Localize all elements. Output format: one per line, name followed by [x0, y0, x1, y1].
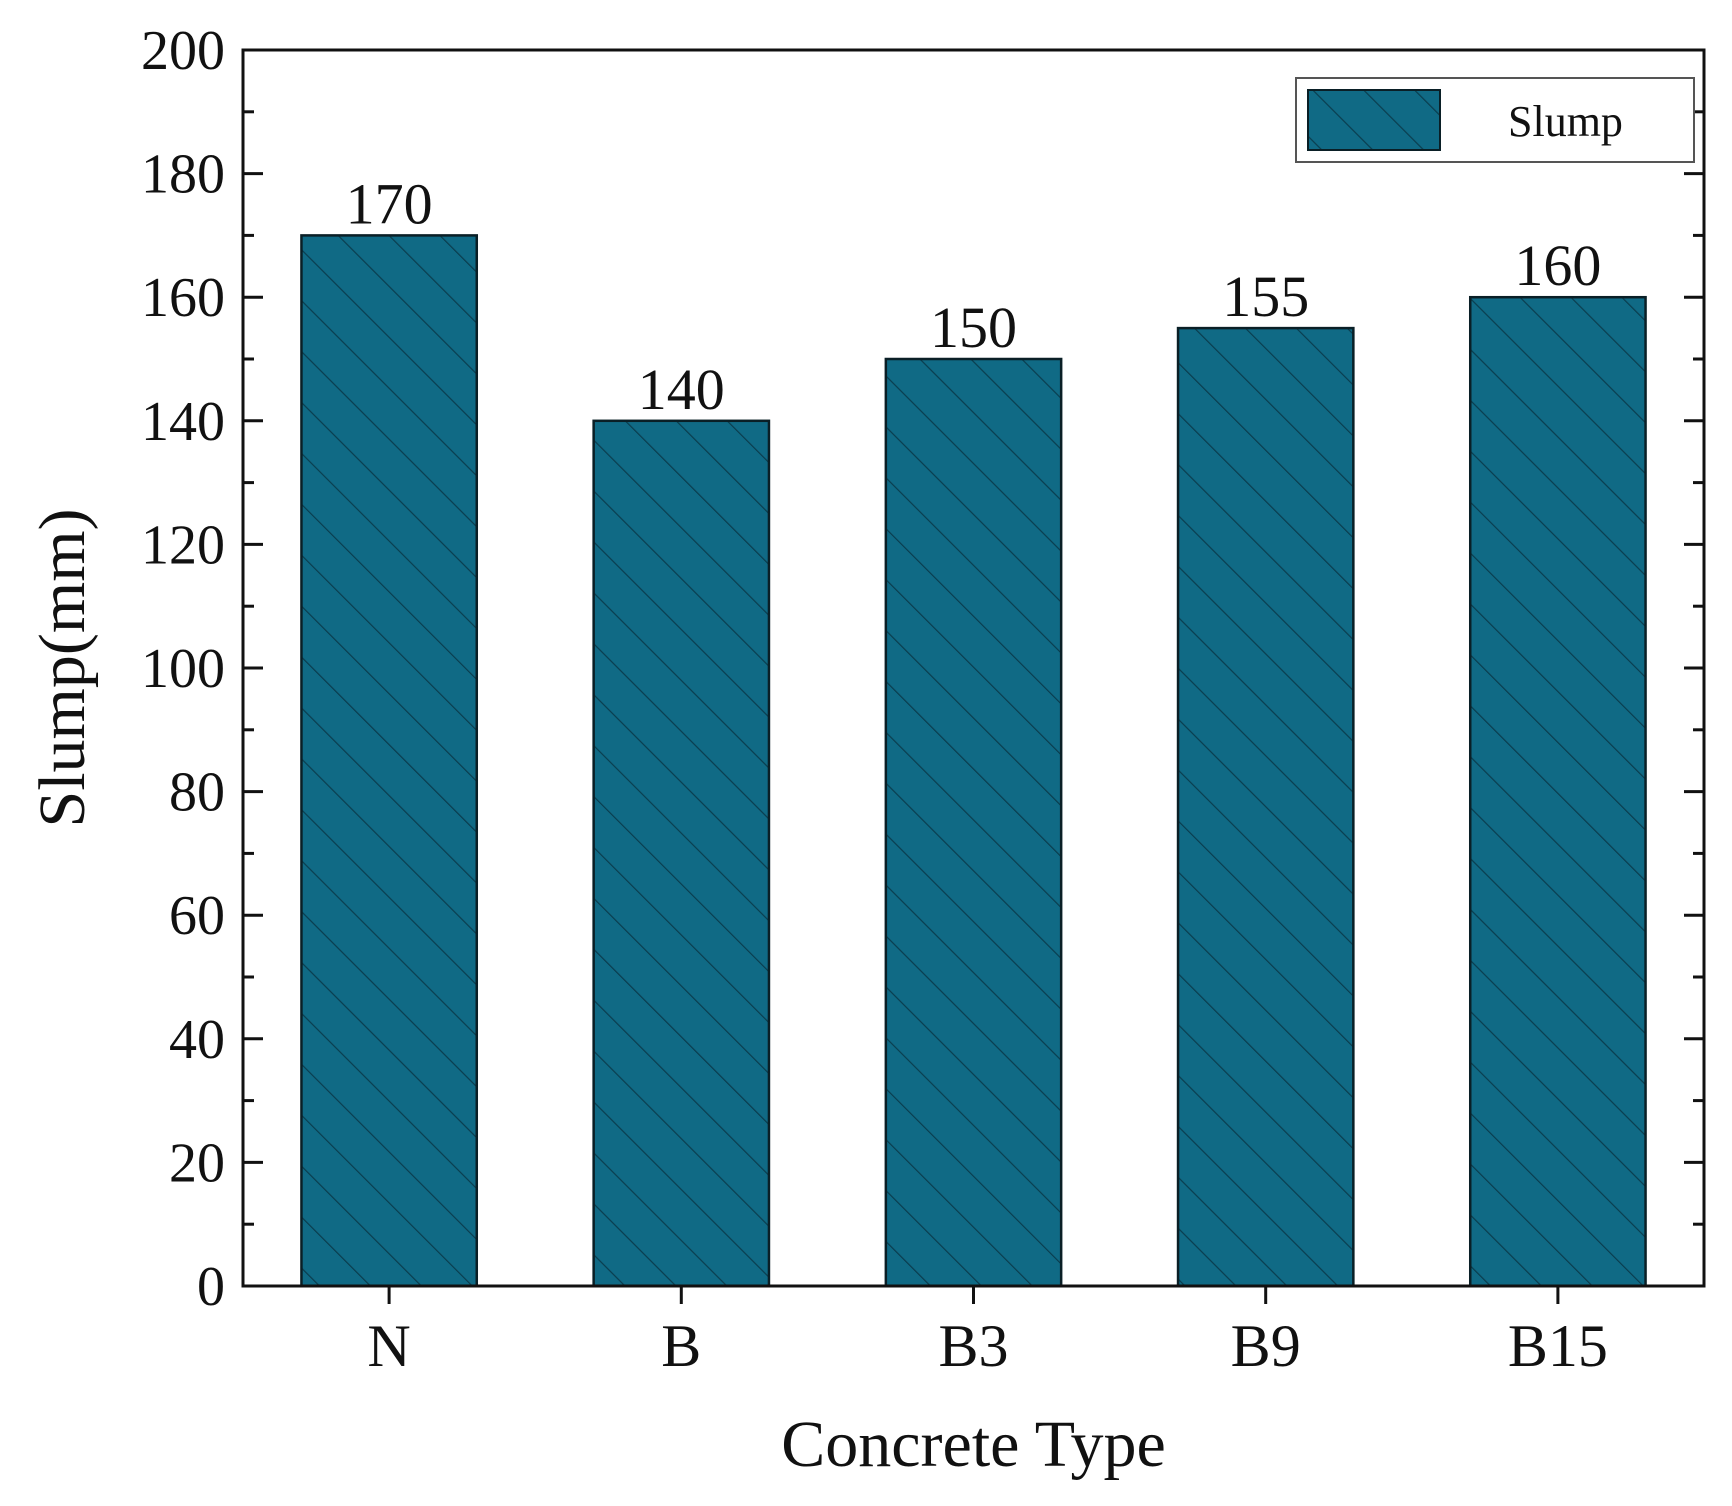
x-axis-title: Concrete Type	[781, 1408, 1166, 1481]
y-axis-ticks: 0 20 40 60 80 100 120 140 160 180 200	[141, 20, 1704, 1318]
legend-swatch	[1307, 89, 1441, 151]
y-tick-label: 20	[169, 1132, 225, 1194]
y-tick-label: 0	[197, 1256, 225, 1318]
bar-b9	[1176, 326, 1355, 1288]
bar-b	[592, 419, 771, 1288]
x-tick-label-b3: B3	[938, 1313, 1008, 1379]
value-label-b3: 150	[930, 295, 1017, 360]
y-tick-label: 40	[169, 1009, 225, 1071]
y-tick-label: 140	[141, 391, 225, 453]
legend: Slump	[1295, 77, 1695, 163]
y-tick-label: 120	[141, 514, 225, 576]
bar-n	[300, 234, 479, 1288]
value-labels: 170 140 150 155 160	[346, 171, 1602, 421]
y-tick-label: 80	[169, 762, 225, 824]
y-tick-label: 180	[141, 144, 225, 206]
legend-label: Slump	[1508, 97, 1623, 146]
y-axis-title: Slump(mm)	[26, 508, 99, 827]
value-label-b: 140	[638, 357, 725, 422]
x-tick-label-b9: B9	[1231, 1313, 1301, 1379]
y-tick-label: 60	[169, 885, 225, 947]
bar-b3	[884, 357, 1063, 1288]
x-tick-label-n: N	[367, 1313, 410, 1379]
value-label-n: 170	[346, 171, 433, 236]
value-label-b15: 160	[1514, 233, 1601, 298]
bars	[300, 234, 1647, 1288]
y-tick-label: 200	[141, 20, 225, 82]
value-label-b9: 155	[1222, 264, 1309, 329]
bar-b15	[1468, 295, 1647, 1288]
x-tick-label-b: B	[661, 1313, 701, 1379]
y-tick-label: 160	[141, 267, 225, 329]
y-tick-label: 100	[141, 638, 225, 700]
x-tick-label-b15: B15	[1508, 1313, 1608, 1379]
x-axis-ticks: N B B3 B9 B15	[367, 1286, 1608, 1379]
